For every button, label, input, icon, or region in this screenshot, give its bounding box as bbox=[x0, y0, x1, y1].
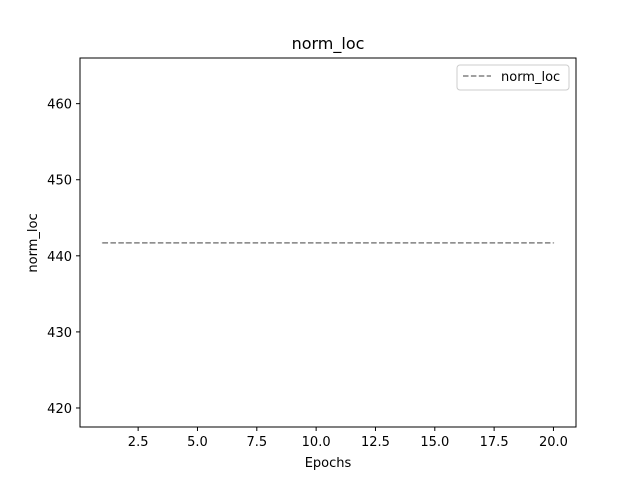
y-tick-label: 450 bbox=[47, 174, 72, 189]
chart-title: norm_loc bbox=[292, 34, 365, 54]
x-tick-label: 2.5 bbox=[128, 435, 149, 450]
x-axis: 2.5 5.0 7.5 10.0 12.5 15.0 17.5 20.0 bbox=[128, 427, 568, 450]
y-tick-label: 460 bbox=[47, 98, 72, 113]
data-point bbox=[433, 242, 436, 244]
data-point bbox=[149, 242, 151, 244]
x-tick-label: 7.5 bbox=[246, 435, 267, 450]
data-point bbox=[172, 242, 175, 244]
plot-frame bbox=[79, 57, 577, 428]
y-axis-label: norm_loc bbox=[26, 213, 41, 272]
data-point bbox=[244, 242, 246, 244]
legend-label-norm-loc: norm_loc bbox=[501, 70, 560, 85]
legend-box bbox=[456, 64, 570, 91]
data-point bbox=[528, 242, 531, 244]
data-point bbox=[457, 242, 460, 244]
data-point bbox=[220, 242, 223, 244]
data-point bbox=[505, 242, 507, 244]
x-tick-label: 17.5 bbox=[480, 435, 509, 450]
y-tick-label: 430 bbox=[47, 326, 72, 341]
y-tick-label: 420 bbox=[47, 402, 72, 417]
data-point bbox=[315, 242, 317, 244]
data-point bbox=[386, 242, 389, 244]
data-point bbox=[362, 242, 365, 244]
data-point bbox=[410, 242, 412, 244]
data-point bbox=[125, 242, 128, 244]
data-point bbox=[101, 242, 104, 244]
x-axis-label: Epochs bbox=[305, 456, 352, 471]
data-point bbox=[196, 242, 199, 244]
data-point bbox=[481, 242, 484, 244]
x-tick-label: 20.0 bbox=[539, 435, 568, 450]
data-point bbox=[291, 242, 294, 244]
data-point bbox=[267, 242, 270, 244]
y-tick-label: 440 bbox=[47, 250, 72, 265]
data-point bbox=[552, 242, 555, 244]
series-layer bbox=[101, 242, 555, 244]
legend: norm_loc bbox=[456, 64, 570, 91]
x-tick-label: 12.5 bbox=[361, 435, 390, 450]
y-axis: 420 430 440 450 460 bbox=[47, 98, 80, 417]
x-tick-label: 15.0 bbox=[420, 435, 449, 450]
x-tick-label: 10.0 bbox=[302, 435, 331, 450]
x-tick-label: 5.0 bbox=[187, 435, 208, 450]
data-point bbox=[339, 242, 341, 244]
